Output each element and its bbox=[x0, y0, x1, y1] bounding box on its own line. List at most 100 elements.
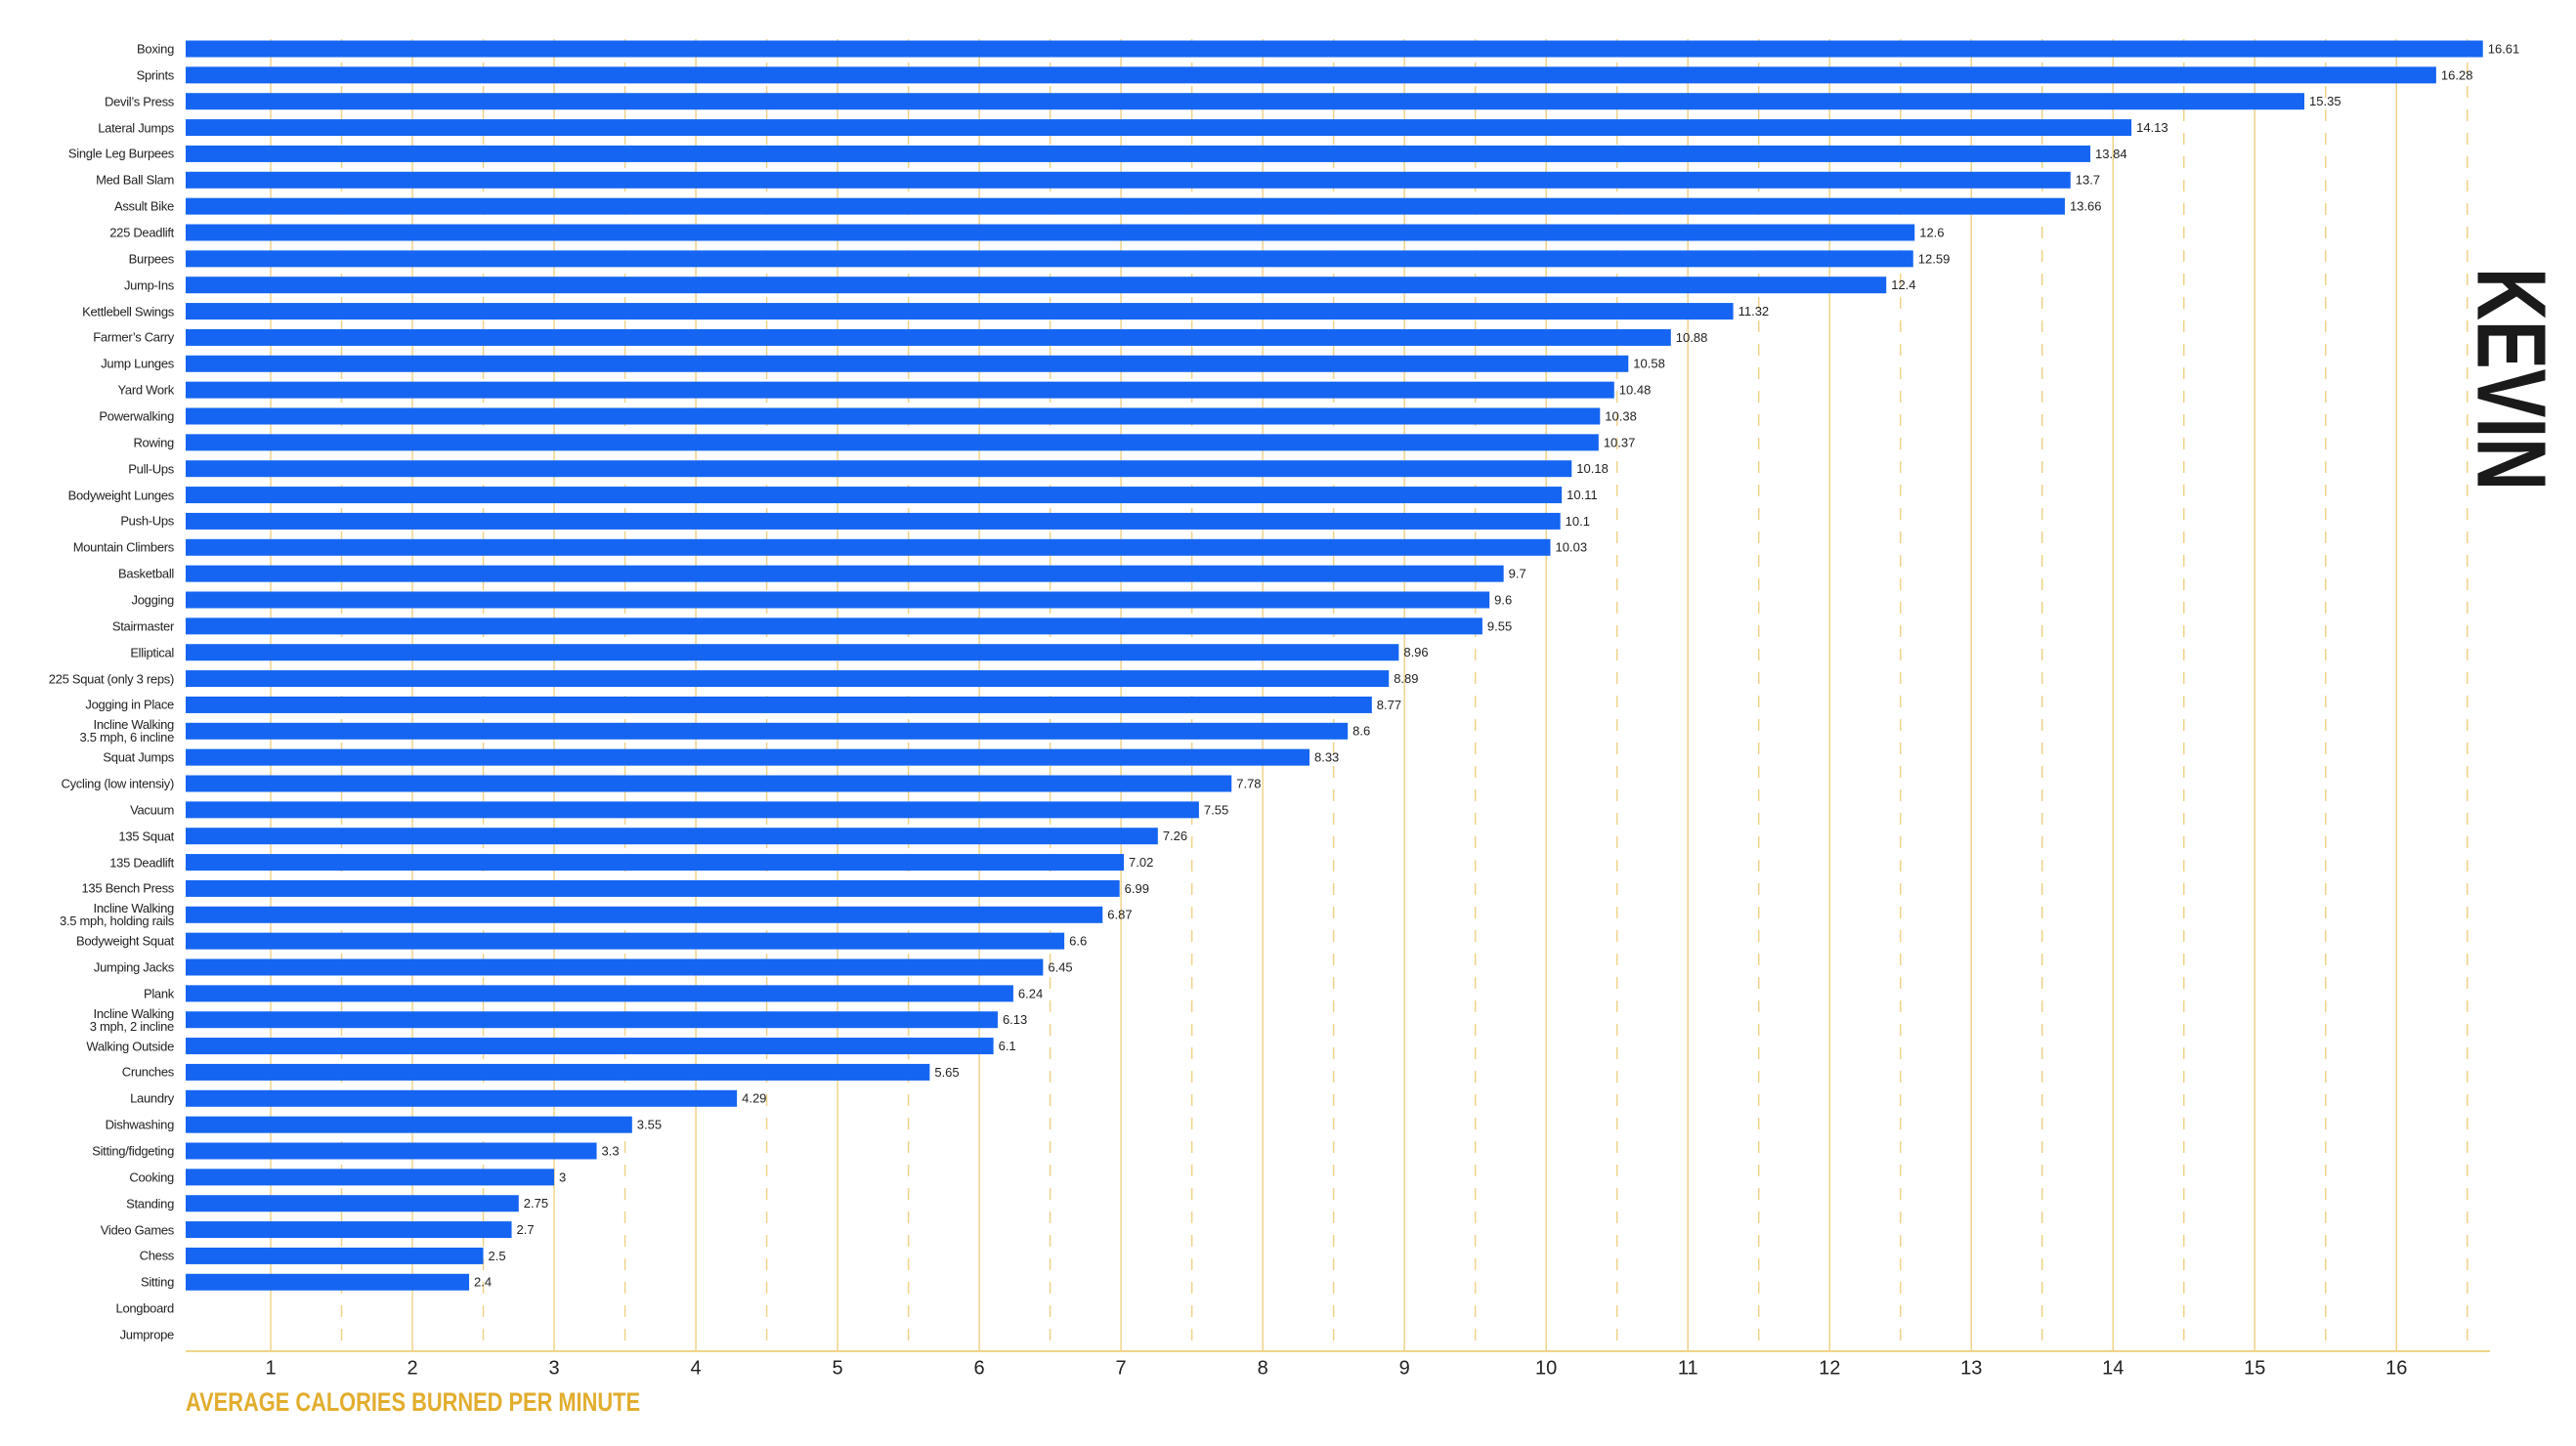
category-label: Assult Bike bbox=[113, 198, 174, 214]
category-label: Rowing bbox=[133, 435, 174, 450]
bar bbox=[186, 40, 2483, 58]
category-label: Powerwalking bbox=[99, 408, 174, 424]
category-label: Video Games bbox=[100, 1222, 175, 1238]
value-label: 7.55 bbox=[1204, 802, 1228, 817]
value-label: 12.4 bbox=[1891, 277, 1915, 292]
x-tick-label: 16 bbox=[2385, 1357, 2407, 1379]
value-label: 9.6 bbox=[1494, 592, 1512, 607]
bar bbox=[186, 328, 1671, 346]
category-label: Dishwashing bbox=[105, 1117, 175, 1132]
value-label: 9.55 bbox=[1487, 618, 1512, 633]
category-label: Stairmaster bbox=[111, 618, 174, 634]
value-label: 15.35 bbox=[2309, 94, 2341, 108]
value-label: 10.11 bbox=[1567, 488, 1598, 502]
bar bbox=[186, 276, 1887, 294]
value-label: 8.96 bbox=[1403, 645, 1428, 659]
category-label: Med Ball Slam bbox=[96, 172, 174, 188]
value-label: 5.65 bbox=[934, 1065, 959, 1080]
x-tick-label: 9 bbox=[1399, 1357, 1410, 1379]
category-label: Devil’s Press bbox=[105, 94, 174, 109]
category-label: Jump-Ins bbox=[123, 277, 174, 293]
value-label: 10.38 bbox=[1605, 408, 1637, 423]
x-tick-label: 14 bbox=[2102, 1357, 2124, 1379]
bar bbox=[186, 1038, 994, 1055]
category-label: Elliptical bbox=[130, 645, 174, 660]
bar bbox=[186, 512, 1561, 530]
value-label: 10.48 bbox=[1619, 383, 1652, 398]
bar bbox=[186, 1142, 597, 1160]
value-label: 6.6 bbox=[1069, 934, 1087, 949]
value-label: 2.7 bbox=[517, 1222, 535, 1237]
category-label: Chess bbox=[139, 1248, 175, 1263]
category-label: Jogging in Place bbox=[85, 697, 174, 712]
bar bbox=[186, 696, 1372, 713]
category-label: 135 Squat bbox=[118, 829, 174, 844]
value-label: 8.6 bbox=[1352, 724, 1370, 739]
x-tick-label: 10 bbox=[1535, 1357, 1557, 1379]
value-label: 8.33 bbox=[1314, 750, 1339, 765]
category-label: Sprints bbox=[136, 67, 175, 83]
value-label: 7.02 bbox=[1129, 855, 1153, 870]
value-label: 7.26 bbox=[1163, 829, 1187, 843]
value-label: 16.28 bbox=[2441, 67, 2473, 82]
bar bbox=[186, 93, 2305, 110]
category-label: Jumprope bbox=[119, 1327, 175, 1342]
bar bbox=[186, 748, 1309, 766]
bar bbox=[186, 250, 1913, 268]
category-label: Jumping Jacks bbox=[93, 959, 174, 975]
value-label: 10.18 bbox=[1576, 461, 1609, 476]
x-tick-label: 15 bbox=[2244, 1357, 2265, 1379]
bar bbox=[186, 670, 1390, 688]
category-label: Bodyweight Lunges bbox=[67, 488, 175, 503]
category-label: Crunches bbox=[121, 1064, 175, 1080]
category-label: Walking Outside bbox=[86, 1039, 174, 1054]
category-label: Mountain Climbers bbox=[72, 539, 175, 555]
value-label: 13.66 bbox=[2070, 199, 2102, 214]
category-label: Jump Lunges bbox=[101, 356, 174, 371]
value-label: 2.75 bbox=[524, 1196, 548, 1211]
category-label: Vacuum bbox=[130, 802, 174, 818]
category-label: Jogging bbox=[131, 592, 175, 608]
category-label: Sitting/fidgeting bbox=[92, 1143, 174, 1159]
bar bbox=[186, 303, 1734, 320]
bar bbox=[186, 854, 1125, 872]
bar bbox=[186, 407, 1601, 425]
bar bbox=[186, 565, 1504, 582]
value-label: 11.32 bbox=[1739, 304, 1770, 319]
x-tick-label: 4 bbox=[691, 1357, 702, 1379]
category-label: Sitting bbox=[140, 1274, 174, 1290]
value-label: 10.1 bbox=[1566, 514, 1590, 529]
category-label: 135 Bench Press bbox=[81, 880, 174, 896]
category-label: Plank bbox=[143, 986, 174, 1001]
category-label: Squat Jumps bbox=[103, 749, 174, 765]
bar bbox=[186, 66, 2436, 84]
value-label: 6.87 bbox=[1107, 908, 1132, 922]
bar bbox=[186, 381, 1614, 399]
value-label: 13.84 bbox=[2095, 147, 2127, 161]
value-label: 4.29 bbox=[742, 1091, 766, 1106]
category-label: Kettlebell Swings bbox=[82, 304, 174, 319]
x-tick-label: 11 bbox=[1678, 1357, 1698, 1379]
bar bbox=[186, 1089, 738, 1107]
value-label: 9.7 bbox=[1509, 567, 1526, 581]
x-tick-label: 8 bbox=[1258, 1357, 1268, 1379]
category-label: Yard Work bbox=[117, 382, 174, 398]
value-label: 3 bbox=[559, 1170, 566, 1184]
bar bbox=[186, 906, 1103, 923]
category-label: Cooking bbox=[129, 1170, 174, 1185]
bar bbox=[186, 434, 1599, 451]
category-label: Burpees bbox=[128, 251, 175, 267]
value-label: 14.13 bbox=[2136, 120, 2168, 135]
category-label: Pull-Ups bbox=[128, 461, 174, 477]
value-label: 16.61 bbox=[2488, 41, 2520, 56]
bar bbox=[186, 171, 2071, 189]
bar bbox=[186, 985, 1013, 1002]
value-label: 6.99 bbox=[1125, 881, 1149, 896]
x-tick-label: 2 bbox=[407, 1357, 417, 1379]
category-label: Cycling (low intensiy) bbox=[61, 776, 175, 791]
bar bbox=[186, 932, 1065, 950]
bar bbox=[186, 801, 1199, 819]
bar bbox=[186, 775, 1232, 792]
bar bbox=[186, 197, 2065, 215]
value-label: 3.55 bbox=[637, 1118, 662, 1132]
